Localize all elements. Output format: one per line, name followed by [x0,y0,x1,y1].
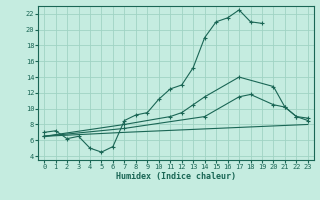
X-axis label: Humidex (Indice chaleur): Humidex (Indice chaleur) [116,172,236,181]
